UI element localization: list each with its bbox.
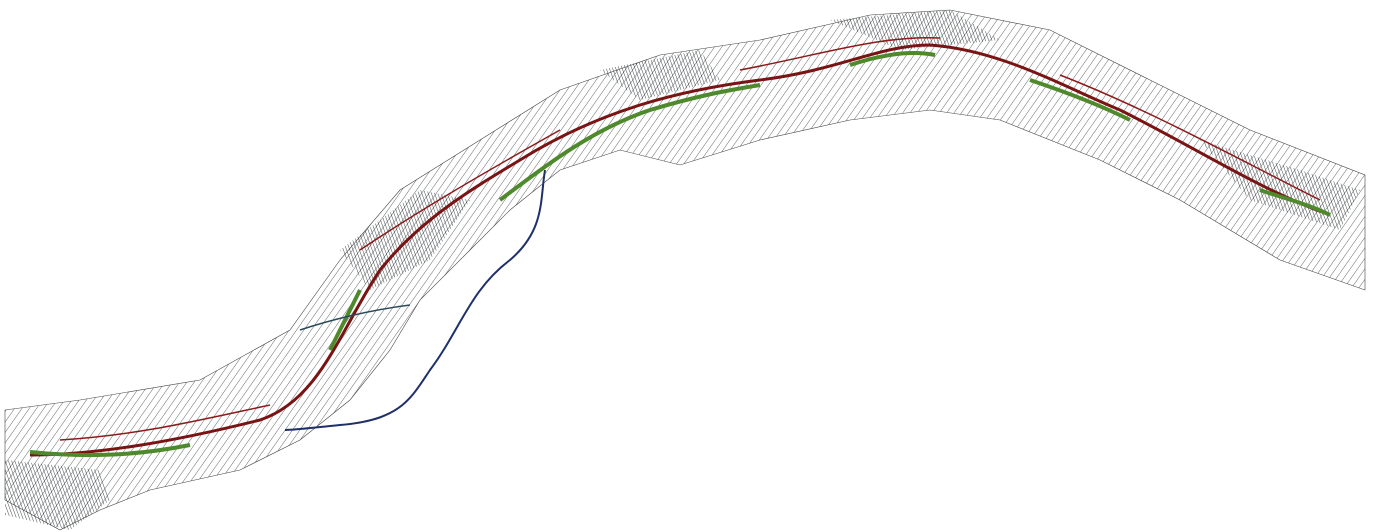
green-alignment: [29, 51, 1331, 458]
dense-terrain: [830, 10, 1000, 50]
river: [299, 304, 411, 331]
road-alignment: [29, 43, 1331, 457]
dense-terrain: [1200, 140, 1360, 230]
road-alignment: [59, 36, 1321, 441]
river: [284, 169, 546, 431]
dense-terrain: [600, 50, 720, 100]
dense-terrain: [5, 460, 110, 530]
